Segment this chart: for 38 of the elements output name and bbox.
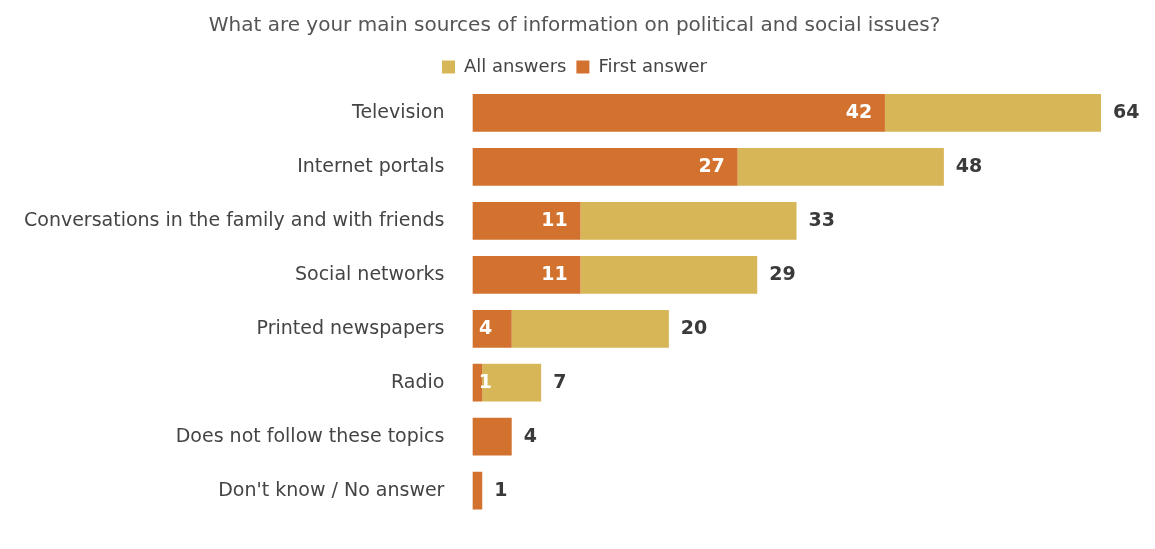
data-label: 27 [698, 153, 725, 176]
y-tick-label: Social networks [294, 261, 445, 284]
bar [472, 148, 738, 186]
y-tick-label: Conversations in the family and with friends [24, 207, 445, 230]
bar [472, 255, 581, 294]
y-tick-label: Printed newspapers [256, 315, 445, 338]
total-label: 33 [808, 207, 835, 230]
legend-label: First answer [598, 54, 708, 76]
legend-label: All answers [463, 54, 567, 76]
data-label: 11 [541, 207, 568, 230]
y-tick-label: Does not follow these topics [175, 423, 445, 446]
bar [482, 363, 542, 402]
y-tick-label: Internet portals [297, 153, 445, 176]
total-label: 48 [955, 153, 983, 176]
total-label: 1 [494, 477, 508, 500]
total-label: 29 [769, 261, 796, 284]
data-label: 1 [478, 369, 493, 392]
y-tick-label: Radio [391, 369, 445, 392]
bar [472, 201, 581, 240]
y-tick-label: Don't know / No answer [218, 477, 445, 500]
bar [472, 417, 512, 456]
bar [737, 148, 944, 186]
total-label: 7 [553, 369, 567, 392]
data-label: 11 [541, 261, 568, 284]
bar [472, 471, 483, 510]
data-label: 42 [845, 99, 873, 122]
chart-title: What are your main sources of information on political and social issues? [208, 12, 941, 37]
bar [511, 309, 669, 348]
data-label: 4 [479, 315, 493, 338]
total-label: 20 [680, 315, 708, 338]
bar [472, 94, 885, 132]
total-label: 4 [523, 423, 537, 446]
bar [472, 309, 512, 348]
bar [580, 201, 797, 240]
bar [884, 94, 1101, 132]
y-tick-label: Television [351, 99, 445, 122]
bar [580, 255, 758, 294]
total-label: 64 [1113, 99, 1140, 122]
